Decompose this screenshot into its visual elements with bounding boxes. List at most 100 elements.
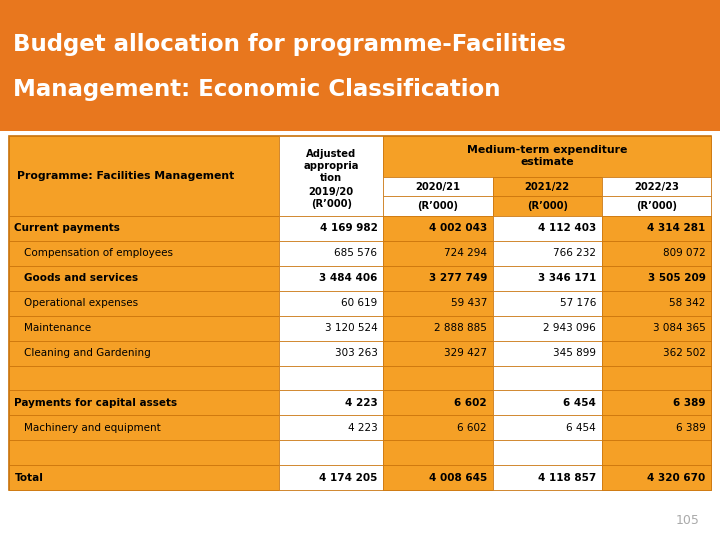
Bar — [9, 390, 279, 415]
Text: 329 427: 329 427 — [444, 348, 487, 358]
Bar — [602, 197, 711, 216]
Bar — [492, 216, 602, 241]
Bar — [383, 266, 492, 291]
Bar — [9, 136, 279, 216]
Bar — [9, 291, 279, 315]
Text: (R’000): (R’000) — [636, 201, 677, 211]
Bar — [9, 465, 279, 490]
Text: 809 072: 809 072 — [663, 248, 706, 258]
Bar — [9, 241, 279, 266]
Text: 57 176: 57 176 — [559, 298, 596, 308]
Bar — [383, 415, 492, 441]
Bar — [602, 441, 711, 465]
Text: Current payments: Current payments — [14, 223, 120, 233]
Text: 2021/22: 2021/22 — [525, 181, 570, 192]
Bar — [279, 136, 383, 216]
Text: 2 943 096: 2 943 096 — [543, 323, 596, 333]
Text: 4 112 403: 4 112 403 — [538, 223, 596, 233]
Text: Adjusted
appropria
tion: Adjusted appropria tion — [303, 150, 359, 184]
Text: 766 232: 766 232 — [553, 248, 596, 258]
Text: Compensation of employees: Compensation of employees — [24, 248, 174, 258]
Bar — [9, 341, 279, 366]
Bar — [602, 390, 711, 415]
Bar — [602, 341, 711, 366]
Bar — [383, 216, 492, 241]
Text: 3 084 365: 3 084 365 — [653, 323, 706, 333]
Text: 4 118 857: 4 118 857 — [538, 473, 596, 483]
Bar — [0, 0, 720, 131]
Bar — [383, 315, 492, 341]
Bar — [9, 266, 279, 291]
Text: Maintenance: Maintenance — [24, 323, 91, 333]
Text: Machinery and equipment: Machinery and equipment — [24, 423, 161, 433]
Text: (R’000): (R’000) — [527, 201, 568, 211]
Text: 724 294: 724 294 — [444, 248, 487, 258]
Bar — [279, 366, 383, 390]
Bar — [9, 415, 279, 441]
Text: 2020/21: 2020/21 — [415, 181, 461, 192]
Text: 60 619: 60 619 — [341, 298, 377, 308]
Bar — [9, 315, 279, 341]
Bar — [9, 441, 279, 465]
Text: 4 223: 4 223 — [348, 423, 377, 433]
Bar — [279, 441, 383, 465]
Bar — [279, 216, 383, 241]
Text: 6 454: 6 454 — [566, 423, 596, 433]
Text: 3 484 406: 3 484 406 — [319, 273, 377, 283]
Text: 4 314 281: 4 314 281 — [647, 223, 706, 233]
Text: 2022/23: 2022/23 — [634, 181, 679, 192]
Bar — [602, 366, 711, 390]
Text: 105: 105 — [676, 514, 700, 526]
Text: 3 505 209: 3 505 209 — [648, 273, 706, 283]
Bar — [492, 266, 602, 291]
Text: Cleaning and Gardening: Cleaning and Gardening — [24, 348, 151, 358]
Text: 59 437: 59 437 — [451, 298, 487, 308]
Bar — [492, 465, 602, 490]
Text: 345 899: 345 899 — [553, 348, 596, 358]
Bar — [383, 291, 492, 315]
Text: 4 223: 4 223 — [345, 398, 377, 408]
Bar — [492, 291, 602, 315]
Bar — [492, 441, 602, 465]
Bar — [492, 177, 602, 197]
Text: 3 120 524: 3 120 524 — [325, 323, 377, 333]
Text: 4 002 043: 4 002 043 — [429, 223, 487, 233]
Bar — [279, 341, 383, 366]
Text: Payments for capital assets: Payments for capital assets — [14, 398, 178, 408]
Text: 3 346 171: 3 346 171 — [538, 273, 596, 283]
Text: 6 602: 6 602 — [457, 423, 487, 433]
Text: 4 008 645: 4 008 645 — [429, 473, 487, 483]
Bar — [602, 216, 711, 241]
Text: Operational expenses: Operational expenses — [24, 298, 139, 308]
Bar — [279, 415, 383, 441]
Text: 6 389: 6 389 — [676, 423, 706, 433]
Bar — [9, 216, 279, 241]
Bar — [383, 197, 492, 216]
Bar — [383, 177, 492, 197]
Bar — [279, 390, 383, 415]
Bar — [383, 465, 492, 490]
Text: 4 174 205: 4 174 205 — [319, 473, 377, 483]
Bar — [279, 465, 383, 490]
Bar — [279, 291, 383, 315]
Bar — [383, 136, 711, 177]
Text: 303 263: 303 263 — [335, 348, 377, 358]
Bar — [602, 266, 711, 291]
Bar — [383, 366, 492, 390]
Text: 685 576: 685 576 — [334, 248, 377, 258]
Bar — [492, 415, 602, 441]
Bar — [383, 441, 492, 465]
Text: Medium-term expenditure
estimate: Medium-term expenditure estimate — [467, 145, 627, 167]
Text: 6 602: 6 602 — [454, 398, 487, 408]
Bar — [602, 415, 711, 441]
Bar — [383, 341, 492, 366]
Text: 58 342: 58 342 — [669, 298, 706, 308]
Text: 4 169 982: 4 169 982 — [320, 223, 377, 233]
Bar — [279, 266, 383, 291]
Text: 2019/20
(R’000): 2019/20 (R’000) — [309, 187, 354, 209]
Bar — [492, 366, 602, 390]
Bar — [383, 241, 492, 266]
Bar — [492, 341, 602, 366]
Bar — [9, 136, 711, 490]
Bar — [602, 177, 711, 197]
